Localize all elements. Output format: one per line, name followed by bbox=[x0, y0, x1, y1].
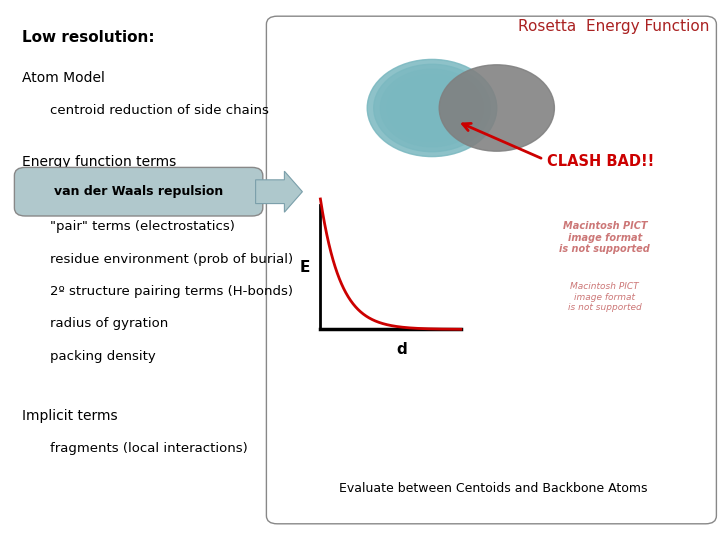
Text: E: E bbox=[300, 260, 310, 275]
Text: Macintosh PICT
image format
is not supported: Macintosh PICT image format is not suppo… bbox=[568, 282, 642, 312]
Text: Low resolution:: Low resolution: bbox=[22, 30, 154, 45]
Text: Evaluate between Centoids and Backbone Atoms: Evaluate between Centoids and Backbone A… bbox=[339, 482, 647, 495]
Circle shape bbox=[413, 93, 451, 123]
Text: Energy function terms: Energy function terms bbox=[22, 155, 176, 169]
Text: Rosetta  Energy Function: Rosetta Energy Function bbox=[518, 19, 709, 34]
Circle shape bbox=[387, 74, 477, 142]
Text: Atom Model: Atom Model bbox=[22, 71, 104, 85]
Text: fragments (local interactions): fragments (local interactions) bbox=[50, 442, 248, 455]
Circle shape bbox=[400, 84, 464, 132]
Text: centroid reduction of side chains: centroid reduction of side chains bbox=[50, 104, 269, 117]
Circle shape bbox=[406, 89, 458, 127]
FancyBboxPatch shape bbox=[266, 16, 716, 524]
Circle shape bbox=[439, 65, 554, 151]
Text: 2º structure pairing terms (H-bonds): 2º structure pairing terms (H-bonds) bbox=[50, 285, 294, 298]
Text: Macintosh PICT
image format
is not supported: Macintosh PICT image format is not suppo… bbox=[559, 221, 650, 254]
Text: "pair" terms (electrostatics): "pair" terms (electrostatics) bbox=[50, 220, 235, 233]
Circle shape bbox=[380, 69, 484, 147]
Text: radius of gyration: radius of gyration bbox=[50, 318, 168, 330]
Text: Implicit terms: Implicit terms bbox=[22, 409, 117, 423]
Circle shape bbox=[374, 64, 490, 152]
Text: van der Waals repulsion: van der Waals repulsion bbox=[54, 185, 223, 198]
Circle shape bbox=[393, 79, 471, 137]
Text: d: d bbox=[396, 342, 407, 357]
FancyBboxPatch shape bbox=[14, 167, 263, 216]
Polygon shape bbox=[256, 171, 302, 212]
Text: packing density: packing density bbox=[50, 350, 156, 363]
Text: residue environment (prob of burial): residue environment (prob of burial) bbox=[50, 253, 294, 266]
Circle shape bbox=[367, 59, 497, 157]
Text: CLASH BAD!!: CLASH BAD!! bbox=[547, 154, 654, 170]
